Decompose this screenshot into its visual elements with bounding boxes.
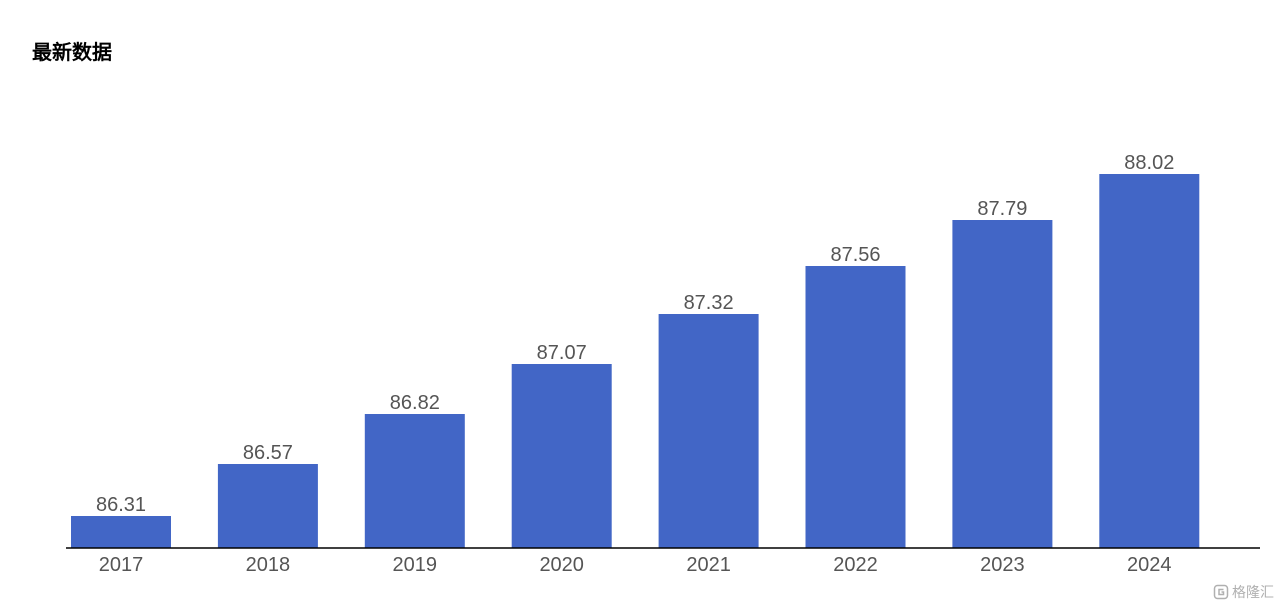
- x-tick-label-2023: 2023: [980, 554, 1025, 576]
- x-tick-label-2017: 2017: [99, 554, 144, 576]
- data-label-2017: 86.31: [96, 494, 146, 516]
- bar-2020: [511, 364, 612, 548]
- bar-2018: [217, 464, 318, 548]
- x-tick-label-2019: 2019: [393, 554, 438, 576]
- data-label-2018: 86.57: [243, 442, 293, 464]
- data-label-2024: 88.02: [1124, 152, 1174, 174]
- labels-layer: 86.31 2017 86.57 2018 86.82 2019 87.07 2020 87.3…: [96, 152, 1174, 576]
- data-label-2020: 87.07: [537, 342, 587, 364]
- x-tick-label-2021: 2021: [686, 554, 731, 576]
- bar-2023: [952, 220, 1053, 548]
- bar-2021: [658, 314, 759, 548]
- data-label-2022: 87.56: [830, 244, 880, 266]
- bar-2017: [71, 516, 171, 548]
- bars-layer: [71, 174, 1200, 548]
- bar-2019: [364, 414, 465, 548]
- page-title: 最新数据: [32, 40, 112, 64]
- watermark-text: 格隆汇: [1232, 585, 1274, 601]
- data-label-2019: 86.82: [390, 392, 440, 414]
- x-tick-label-2018: 2018: [246, 554, 291, 576]
- bar-2022: [805, 266, 906, 548]
- gelonghui-logo-icon: [1213, 584, 1229, 600]
- x-tick-label-2020: 2020: [539, 554, 584, 576]
- x-tick-label-2024: 2024: [1127, 554, 1172, 576]
- watermark: 格隆汇: [1213, 582, 1274, 602]
- data-label-2023: 87.79: [977, 198, 1027, 220]
- bar-2024: [1099, 174, 1200, 548]
- data-label-2021: 87.32: [684, 292, 734, 314]
- x-tick-label-2022: 2022: [833, 554, 878, 576]
